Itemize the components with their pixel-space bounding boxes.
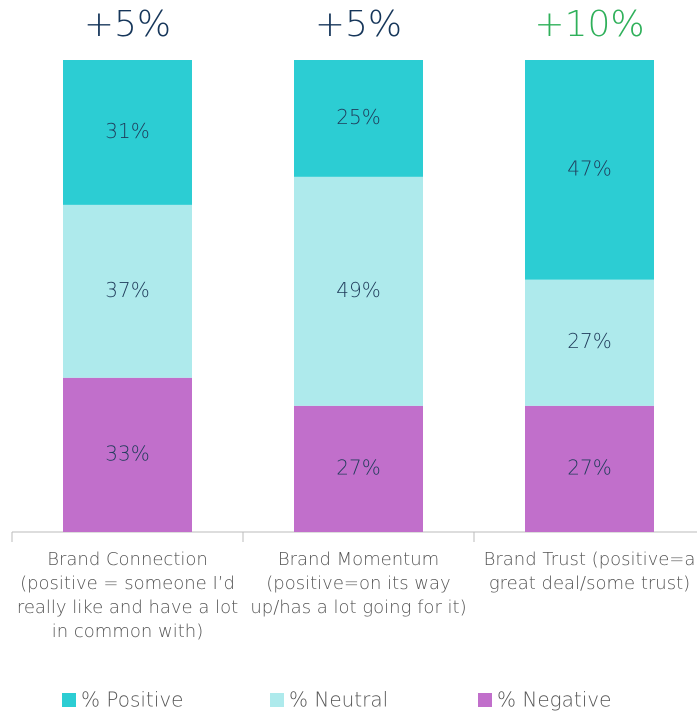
bar-segment — [525, 60, 654, 280]
data-label: 37% — [105, 278, 149, 302]
legend-swatch — [270, 693, 284, 707]
legend-swatch — [62, 693, 76, 707]
bar-segment — [63, 204, 192, 378]
bar-segment — [294, 176, 423, 406]
x-tick-label: Brand Momentum (positive=on its way up/h… — [250, 549, 467, 618]
legend-label: % Positive — [81, 688, 183, 712]
legend-label: % Negative — [497, 688, 611, 712]
bar-segment — [63, 60, 192, 205]
data-label: 47% — [567, 156, 611, 180]
data-label: 49% — [336, 278, 380, 302]
data-label: 25% — [336, 105, 380, 129]
data-label: 31% — [105, 119, 149, 143]
annotation: +5% — [84, 4, 171, 45]
bar-segment — [294, 405, 423, 532]
bar-segment — [63, 377, 192, 532]
data-label: 27% — [567, 329, 611, 353]
x-tick-label: Brand Trust (positive=a great deal/some … — [483, 549, 696, 594]
x-tick-label: Brand Connection (positive = someone I’d… — [16, 549, 239, 642]
data-label: 33% — [105, 441, 149, 465]
legend-swatch — [478, 693, 492, 707]
legend-label: % Neutral — [289, 688, 388, 712]
bar-segment — [294, 60, 423, 177]
data-label: 27% — [336, 455, 380, 479]
data-label: 27% — [567, 455, 611, 479]
annotation: +10% — [534, 4, 644, 45]
bar-segment — [525, 279, 654, 406]
bar-segment — [525, 405, 654, 532]
annotation: +5% — [315, 4, 402, 45]
